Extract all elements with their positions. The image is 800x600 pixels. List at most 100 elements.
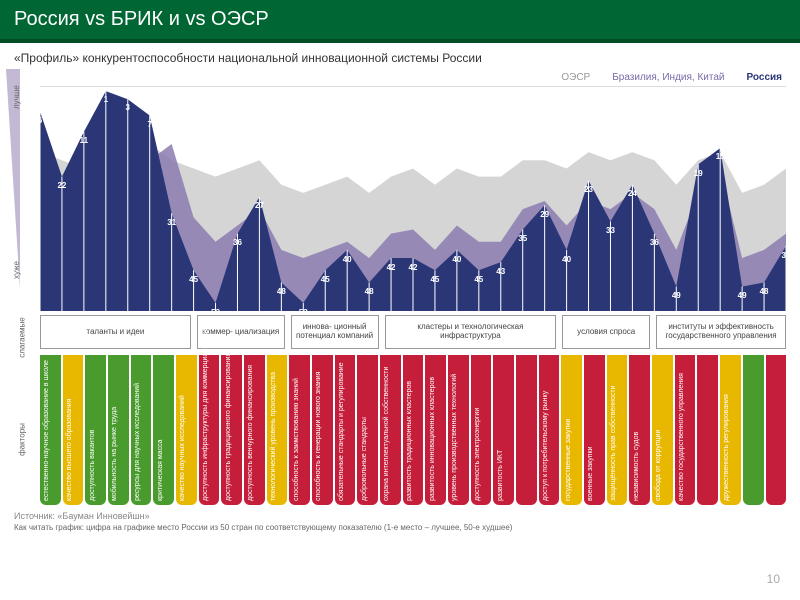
category-box: институты и эффективность государственно… [656,315,786,349]
factor-label: обязательные стандарты и регулирование [338,361,345,501]
factor-bar: естественно-научное образование в школе [40,355,61,505]
factor-label: доступность электроэнергии [474,361,481,501]
axis-top-label: лучше [12,85,21,109]
source-text: Источник: «Бауман Инновейшн» [14,511,786,521]
factor-label: государственные закупки [565,361,572,501]
factor-bar: дружественность регулирования [720,355,741,505]
factor-bar [743,355,764,505]
value-label: 19 [689,169,707,178]
factor-label: качество высшего образования [66,361,73,501]
factor-bar: уровень производственных технологий [448,355,469,505]
factor-bar: технологический уровень производства [267,355,288,505]
value-label: 35 [514,234,532,243]
factor-bar: доступность инфраструктуры для коммерциа… [199,355,220,505]
footnote-text: Как читать график: цифра на графике мест… [14,523,786,532]
category-box: кластеры и технологическая инфраструктур… [385,315,557,349]
value-label: 27 [250,201,268,210]
category-box: таланты и идеи [40,315,191,349]
factor-bar: доступность традиционного финансирования [221,355,242,505]
factor-bar: доступность венчурного финансирования [244,355,265,505]
category-box: коммер- циализация [197,315,285,349]
value-label: 15 [711,152,729,161]
value-label: 11 [75,136,93,145]
factor-bars: естественно-научное образование в школе к… [40,355,786,505]
factor-bar: качество государственного управления [675,355,696,505]
factor-label: качество государственного управления [678,361,685,501]
value-label: 29 [536,210,554,219]
factor-label: мобильность на рынке труда [111,361,118,501]
factor-label: доступность вакантов [89,361,96,501]
category-box: условия спроса [562,315,650,349]
factor-label: доступность инфраструктуры для коммерциа… [202,361,209,501]
value-label: 42 [404,263,422,272]
value-label: 3 [119,103,137,112]
value-label: 42 [382,263,400,272]
factor-label: критическая масса [157,361,164,501]
factor-label: защищённость прав собственности [610,361,617,501]
legend: ОЭСР Бразилия, Индия, Китай Россия [14,69,786,86]
value-label: 7 [141,120,159,129]
factor-label: естественно-научное образование в школе [43,361,50,501]
factor-bar: ресурсы для научных исследований [131,355,152,505]
value-label: 33 [601,226,619,235]
components-row-label: слагаемые [18,317,27,357]
factor-label: уровень производственных технологий [451,361,458,501]
value-label: 49 [733,291,751,300]
factor-label: развитость традиционных кластеров [406,361,413,501]
factor-label: добровольные стандарты [361,361,368,501]
factor-bar: критическая масса [153,355,174,505]
value-label: 45 [426,275,444,284]
area-chart: 6221113731455336274853454048424245404543… [40,86,786,311]
factor-bar: независимость судов [629,355,650,505]
factor-bar: доступность электроэнергии [471,355,492,505]
chart-container: ОЭСР Бразилия, Индия, Китай Россия лучше… [14,69,786,505]
factor-label: военные закупки [587,361,594,501]
value-label: 40 [338,255,356,264]
factor-bar: качество научных исследований [176,355,197,505]
factor-label: свобода от коррупции [655,361,662,501]
factor-label: ресурсы для научных исследований [134,361,141,501]
value-label: 40 [558,255,576,264]
factor-label: охрана интеллектуальной собственности [383,361,390,501]
factor-label: доступ к потребительскому рынку [542,361,549,501]
value-label: 43 [492,267,510,276]
factor-bar [766,355,787,505]
factor-label: доступность традиционного финансирования [225,361,232,501]
value-label: 48 [755,287,773,296]
category-box: иннова- ционный потенциал компаний [291,315,379,349]
page-title: Россия vs БРИК и vs ОЭСР [0,0,800,43]
value-label: 48 [360,287,378,296]
axis-bottom-label: хуже [12,261,21,279]
category-boxes: таланты и идеикоммер- циализацияиннова- … [40,315,786,349]
factor-label: независимость судов [633,361,640,501]
subtitle: «Профиль» конкурентоспособности национал… [0,43,800,69]
value-label: 45 [470,275,488,284]
factor-bar: государственные закупки [561,355,582,505]
factor-bar: качество высшего образования [63,355,84,505]
page-number: 10 [767,572,780,586]
factors-row-label: факторы [18,423,27,456]
factor-label: качество научных исследований [179,361,186,501]
legend-bric: Бразилия, Индия, Китай [608,71,728,84]
factor-bar: добровольные стандарты [357,355,378,505]
factor-bar: способность к заимствованию знаний [289,355,310,505]
factor-label: технологический уровень производства [270,361,277,501]
value-label: 45 [316,275,334,284]
value-label: 36 [228,238,246,247]
value-label: 1 [97,95,115,104]
factor-bar: охрана интеллектуальной собственности [380,355,401,505]
value-label: 49 [667,291,685,300]
factor-label: развитость инновационных кластеров [429,361,436,501]
factor-bar: обязательные стандарты и регулирование [335,355,356,505]
factor-bar: защищённость прав собственности [607,355,628,505]
factor-bar: доступ к потребительскому рынку [539,355,560,505]
factor-label: развитость ИКТ [497,361,504,501]
factor-bar [697,355,718,505]
factor-bar [516,355,537,505]
value-label: 31 [163,218,181,227]
value-label: 40 [448,255,466,264]
value-label: 22 [53,181,71,190]
factor-label: дружественность регулирования [723,361,730,501]
factor-bar: развитость традиционных кластеров [403,355,424,505]
factor-bar: способность к генерации нового знания [312,355,333,505]
